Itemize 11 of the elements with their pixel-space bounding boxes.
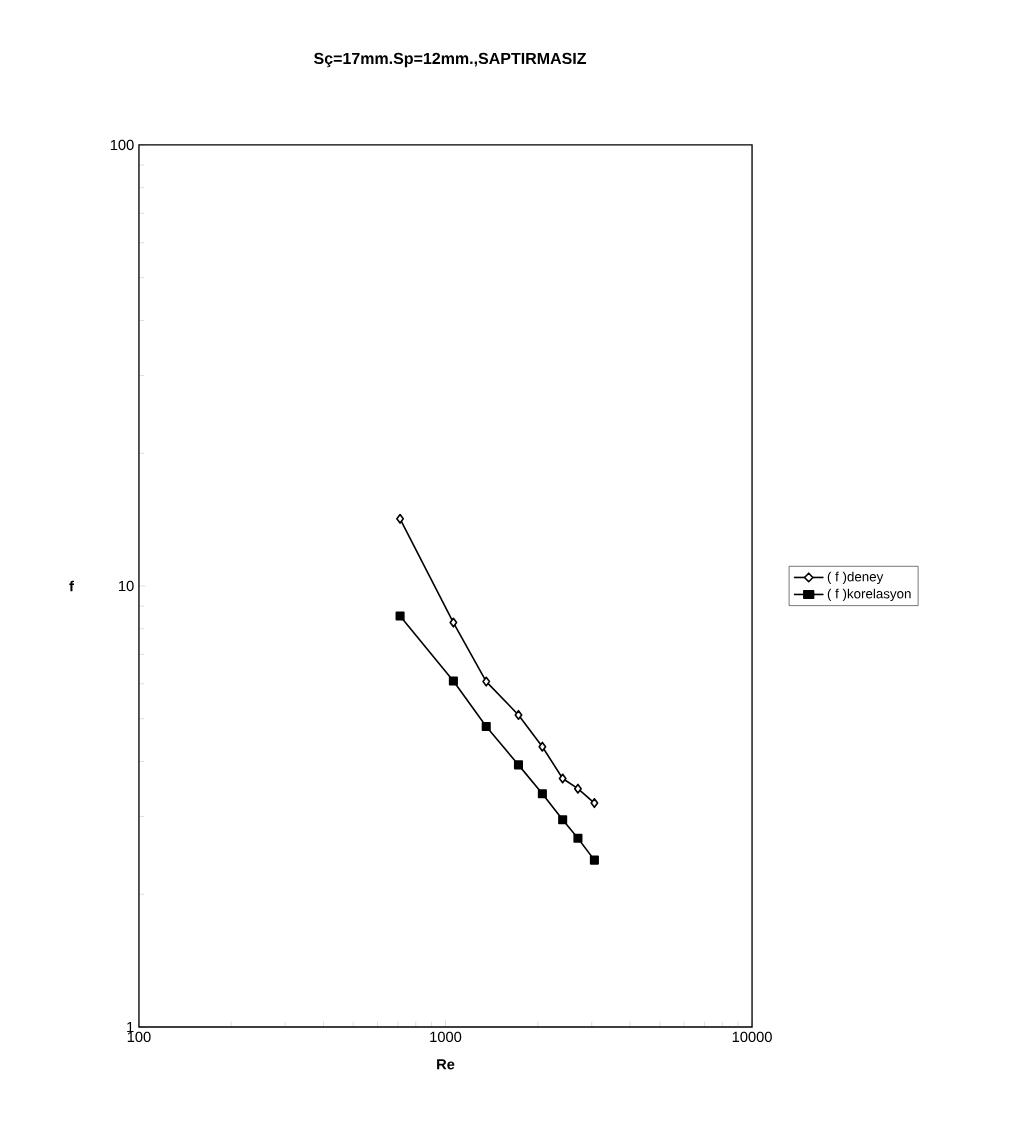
y-tick-label: 100 xyxy=(110,139,134,151)
x-tick-label: 1000 xyxy=(430,1031,462,1043)
x-tick-label: 10000 xyxy=(732,1031,772,1043)
y-tick-label: 1 xyxy=(127,1021,134,1033)
x-tick-label: 100 xyxy=(127,1031,151,1043)
y-tick-label: 10 xyxy=(119,580,134,592)
chart-title: Sç=17mm.Sp=12mm.,SAPTIRMASIZ xyxy=(313,52,587,68)
legend-label: ( f )korelasyon xyxy=(827,588,911,602)
x-axis-title: Re xyxy=(437,1059,455,1070)
legend-label: ( f )deney xyxy=(827,571,884,585)
y-axis-title: f xyxy=(69,580,74,592)
